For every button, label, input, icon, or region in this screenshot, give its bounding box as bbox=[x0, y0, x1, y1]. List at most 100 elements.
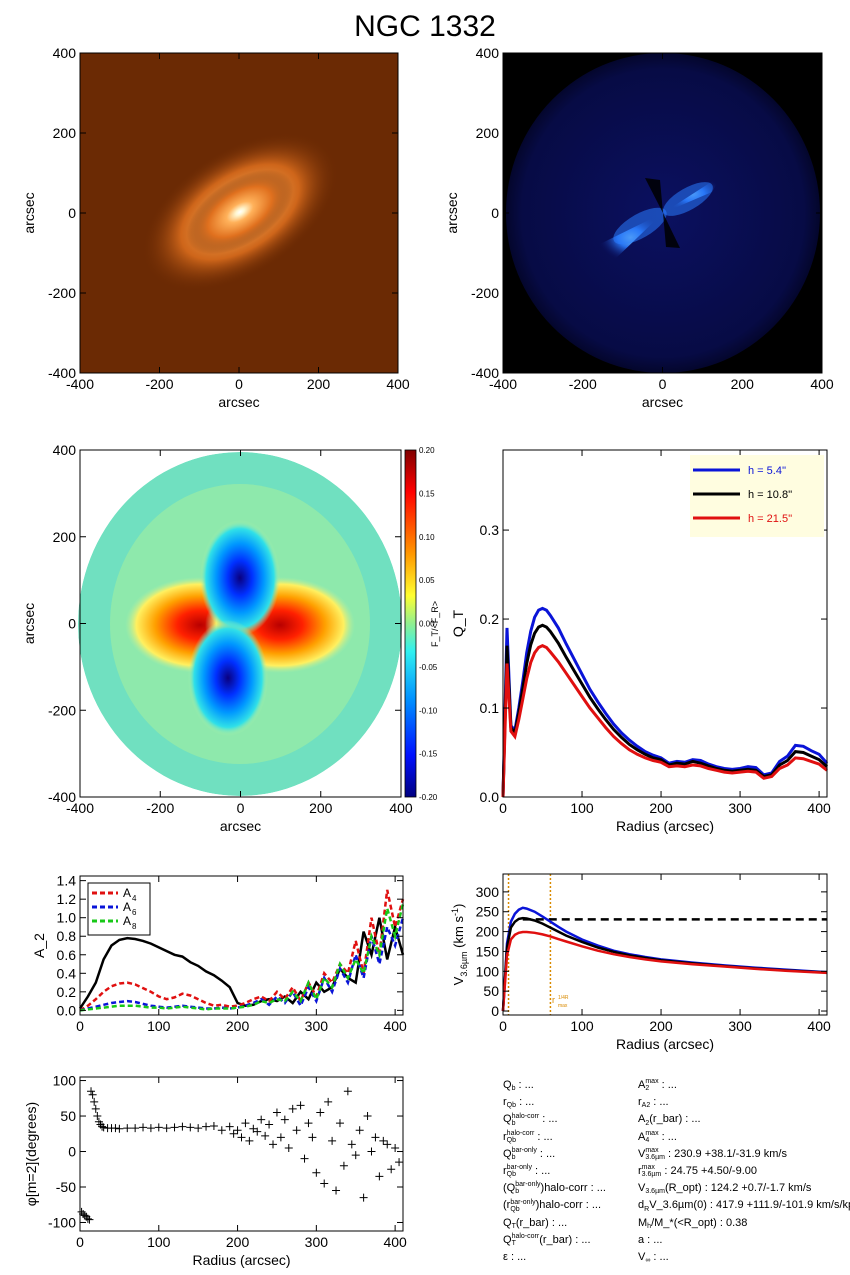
colorbar-label: F_T/<F_R> bbox=[430, 601, 440, 647]
parameter-row: d R V_3.6µm(0) : 417.9 +111.9/-101.9 km/s… bbox=[638, 1199, 850, 1213]
dark-wedge bbox=[663, 213, 680, 248]
y-tick-label: -200 bbox=[48, 702, 76, 718]
x-tick-label: 200 bbox=[309, 800, 333, 816]
x-tick-label: 400 bbox=[389, 800, 413, 816]
phase-point bbox=[178, 1122, 187, 1131]
y-tick-label: 0.2 bbox=[57, 984, 77, 1000]
y-tick-label: 0 bbox=[491, 205, 499, 221]
phase-point bbox=[265, 1120, 274, 1129]
y-tick-label: 0.0 bbox=[57, 1002, 77, 1018]
phase-point bbox=[292, 1126, 301, 1135]
phase-point bbox=[339, 1161, 348, 1170]
y-tick-label: 100 bbox=[53, 1073, 77, 1089]
x-axis-label: arcsec bbox=[642, 394, 683, 410]
annotation-main: r bbox=[552, 995, 555, 1005]
phase-point bbox=[387, 1165, 396, 1174]
legend-label: h = 21.5'' bbox=[748, 513, 792, 525]
phase-point bbox=[87, 1087, 96, 1096]
parameter-row: M h/M_*(<R_opt) : 0.38 bbox=[638, 1216, 748, 1230]
y-tick-label: -400 bbox=[471, 365, 499, 381]
y-tick-label: 400 bbox=[53, 442, 77, 458]
parameter-row: V 3.6µm (R_opt) : 124.2 +0.7/-1.7 km/s bbox=[638, 1182, 812, 1196]
phase-point bbox=[186, 1123, 195, 1132]
phase-point bbox=[202, 1122, 211, 1131]
y-tick-label: 1.2 bbox=[57, 891, 77, 907]
phase-point bbox=[98, 1122, 107, 1131]
y-tick-label: -400 bbox=[48, 365, 76, 381]
phase-point bbox=[225, 1122, 234, 1131]
figure-title: NGC 1332 bbox=[354, 10, 496, 43]
y-tick-label: 1.4 bbox=[57, 873, 77, 889]
x-tick-label: 400 bbox=[807, 1018, 831, 1034]
x-tick-label: -400 bbox=[66, 800, 94, 816]
phase-point bbox=[162, 1124, 171, 1133]
x-tick-label: 0 bbox=[76, 1234, 84, 1250]
phase-point bbox=[324, 1097, 333, 1106]
x-axis-label: Radius (arcsec) bbox=[616, 818, 714, 834]
phase-point bbox=[139, 1123, 148, 1132]
parameter-row: V ∞ : ... bbox=[638, 1251, 669, 1265]
colorbar-tick-label: 0.15 bbox=[419, 489, 435, 498]
phase-frame bbox=[79, 1076, 404, 1232]
y-tick-label: 200 bbox=[476, 924, 500, 940]
y-axis-label: φ[m=2](degrees) bbox=[23, 1102, 39, 1206]
legend-subscript: 4 bbox=[132, 894, 137, 903]
x-tick-label: 200 bbox=[731, 376, 755, 392]
x-tick-label: 100 bbox=[147, 1018, 171, 1034]
y-axis-label: V3.6µm (km s-1) bbox=[450, 904, 469, 986]
phase-point bbox=[276, 1133, 285, 1142]
phase-point bbox=[111, 1124, 120, 1133]
phase-point bbox=[131, 1124, 140, 1133]
fourier-legend-box bbox=[87, 882, 151, 936]
phase-point bbox=[209, 1121, 218, 1130]
parameter-row: r A2 : ... bbox=[638, 1096, 669, 1110]
y-tick-label: 400 bbox=[476, 45, 500, 61]
fourier-series-line bbox=[79, 889, 405, 1012]
fourier-series-line bbox=[79, 903, 405, 1012]
phase-point bbox=[308, 1133, 317, 1142]
feature-glow bbox=[663, 182, 713, 216]
x-tick-label: 0 bbox=[237, 800, 245, 816]
legend-label: h = 10.8'' bbox=[748, 489, 792, 501]
phase-point bbox=[170, 1123, 179, 1132]
qt-series-line bbox=[501, 644, 828, 798]
force-map-disk bbox=[78, 452, 402, 796]
phase-point bbox=[261, 1131, 270, 1140]
x-tick-label: 400 bbox=[386, 376, 410, 392]
phase-point bbox=[367, 1147, 376, 1156]
x-tick-label: 0 bbox=[76, 1018, 84, 1034]
colorbar-tick-label: 0.00 bbox=[419, 620, 435, 629]
qt-series-line bbox=[501, 606, 829, 798]
colorbar-tick-label: -0.10 bbox=[419, 706, 438, 715]
phase-point bbox=[241, 1119, 250, 1128]
phase-point bbox=[123, 1124, 132, 1133]
y-tick-label: 0 bbox=[68, 616, 76, 632]
y-axis-label: arcsec bbox=[21, 603, 37, 644]
y-tick-label: 150 bbox=[476, 943, 500, 959]
colorbar-tick-label: -0.05 bbox=[419, 663, 438, 672]
galaxy-core bbox=[186, 169, 294, 255]
phase-point bbox=[85, 1215, 94, 1224]
x-tick-label: 300 bbox=[728, 1018, 752, 1034]
y-tick-label: 0.6 bbox=[57, 947, 77, 963]
x-tick-label: 400 bbox=[810, 376, 834, 392]
qt-series-line bbox=[501, 623, 829, 798]
y-tick-label: -400 bbox=[48, 789, 76, 805]
legend-subscript: 8 bbox=[132, 922, 137, 931]
parameter-row: (r bar-only Qb)halo-corr : ... bbox=[503, 1198, 602, 1213]
x-tick-label: -400 bbox=[489, 376, 517, 392]
colorbar bbox=[404, 449, 417, 798]
x-tick-label: 100 bbox=[570, 800, 594, 816]
y-axis-label: arcsec bbox=[21, 192, 37, 233]
phase-point bbox=[99, 1123, 108, 1132]
y-axis-label: Q_T bbox=[450, 609, 466, 637]
y-tick-label: -200 bbox=[48, 285, 76, 301]
x-tick-label: -400 bbox=[66, 376, 94, 392]
phase-point bbox=[90, 1097, 99, 1106]
x-tick-label: 300 bbox=[728, 800, 752, 816]
